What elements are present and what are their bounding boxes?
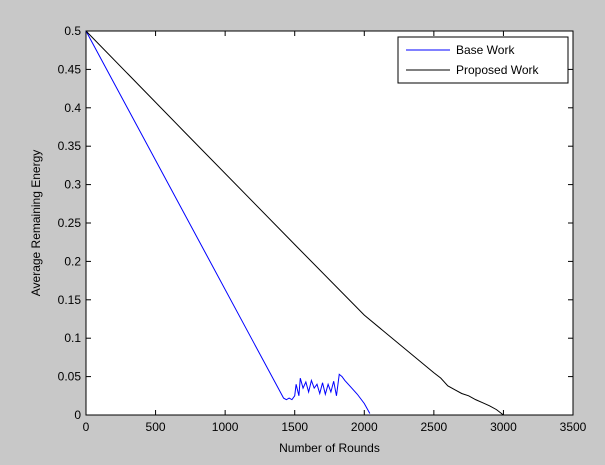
y-tick-label: 0.05 — [58, 370, 82, 384]
y-tick-label: 0.35 — [58, 139, 82, 153]
x-tick-label: 3500 — [560, 420, 587, 434]
y-tick-label: 0.4 — [64, 101, 81, 115]
x-tick-label: 1500 — [281, 420, 308, 434]
legend-box — [397, 36, 569, 84]
x-tick-label: 3000 — [490, 420, 517, 434]
y-tick-label: 0.5 — [64, 24, 81, 38]
series-line-proposed-work — [85, 30, 504, 416]
x-tick-label: 2500 — [421, 420, 448, 434]
x-axis: 0 500 1000 1500 2000 2500 3000 3500 — [83, 31, 587, 434]
y-axis: 0 0.05 0.1 0.15 0.2 0.25 0.3 0.35 0.4 0.45 0.5 — [58, 24, 573, 422]
series-layer — [85, 30, 504, 416]
x-tick-label: 0 — [83, 420, 90, 434]
y-tick-label: 0.45 — [58, 62, 82, 76]
y-tick-label: 0.2 — [64, 254, 81, 268]
legend: Base Work Proposed Work — [397, 36, 569, 84]
y-tick-label: 0.1 — [64, 331, 81, 345]
x-tick-label: 1000 — [212, 420, 239, 434]
x-tick-label: 2000 — [351, 420, 378, 434]
series-line-base-work — [85, 30, 371, 414]
legend-label: Base Work — [456, 43, 515, 57]
y-tick-label: 0.3 — [64, 178, 81, 192]
plot-area: 0 500 1000 1500 2000 2500 3000 3500 0 0.05 0.1 0.1… — [58, 24, 587, 434]
y-tick-label: 0.25 — [58, 216, 82, 230]
y-axis-label: Average Remaining Energy — [29, 150, 43, 297]
x-tick-label: 500 — [146, 420, 166, 434]
y-tick-label: 0 — [74, 408, 81, 422]
y-tick-label: 0.15 — [58, 293, 82, 307]
x-axis-label: Number of Rounds — [279, 441, 380, 455]
axes-box — [85, 30, 574, 416]
legend-label: Proposed Work — [456, 63, 539, 77]
